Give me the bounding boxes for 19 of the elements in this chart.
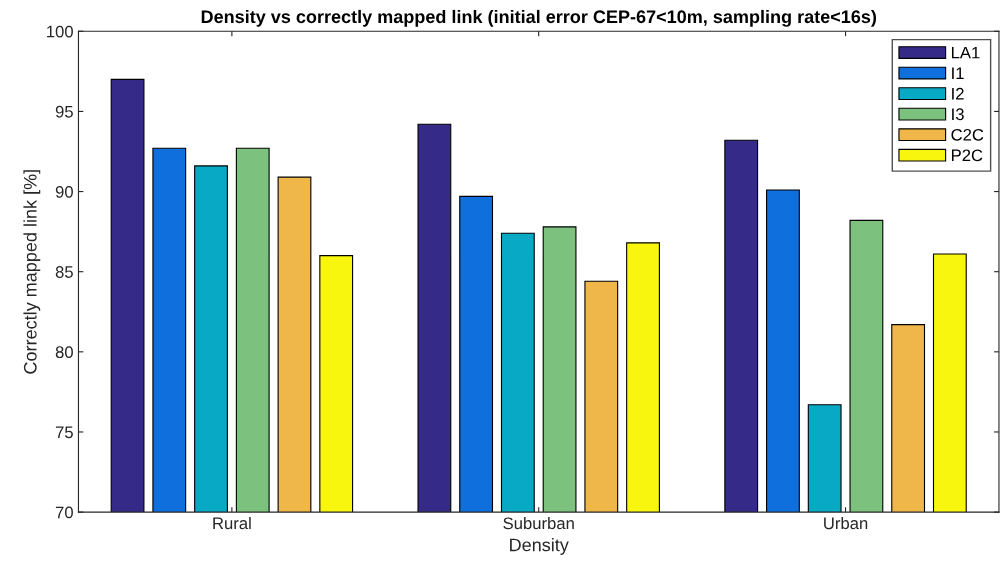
y-tick-label: 100 (47, 25, 73, 38)
chart-title: Density vs correctly mapped link (initial error CEP-67<10m, sampling rate<16s) (201, 9, 877, 27)
y-tick-label: 70 (55, 506, 73, 519)
y-tick-label: 75 (55, 426, 73, 439)
y-tick-label: 95 (55, 105, 73, 118)
x-tick-label: Rural (213, 516, 251, 530)
legend-label: C2C (951, 128, 984, 141)
y-tick-label: 80 (55, 346, 73, 359)
x-tick-label: Urban (824, 516, 868, 530)
y-tick-label: 90 (55, 185, 73, 198)
legend-label: P2C (951, 149, 983, 162)
legend-label: I1 (952, 67, 964, 79)
x-tick-label: Suburban (503, 516, 574, 530)
x-axis-title: Density (510, 538, 569, 555)
legend-label: I2 (952, 87, 964, 100)
y-axis-title: Correctly mapped link [%] (23, 170, 41, 374)
y-tick-label: 85 (55, 266, 73, 278)
legend-label: I3 (952, 108, 964, 121)
legend-label: LA1 (951, 46, 980, 59)
